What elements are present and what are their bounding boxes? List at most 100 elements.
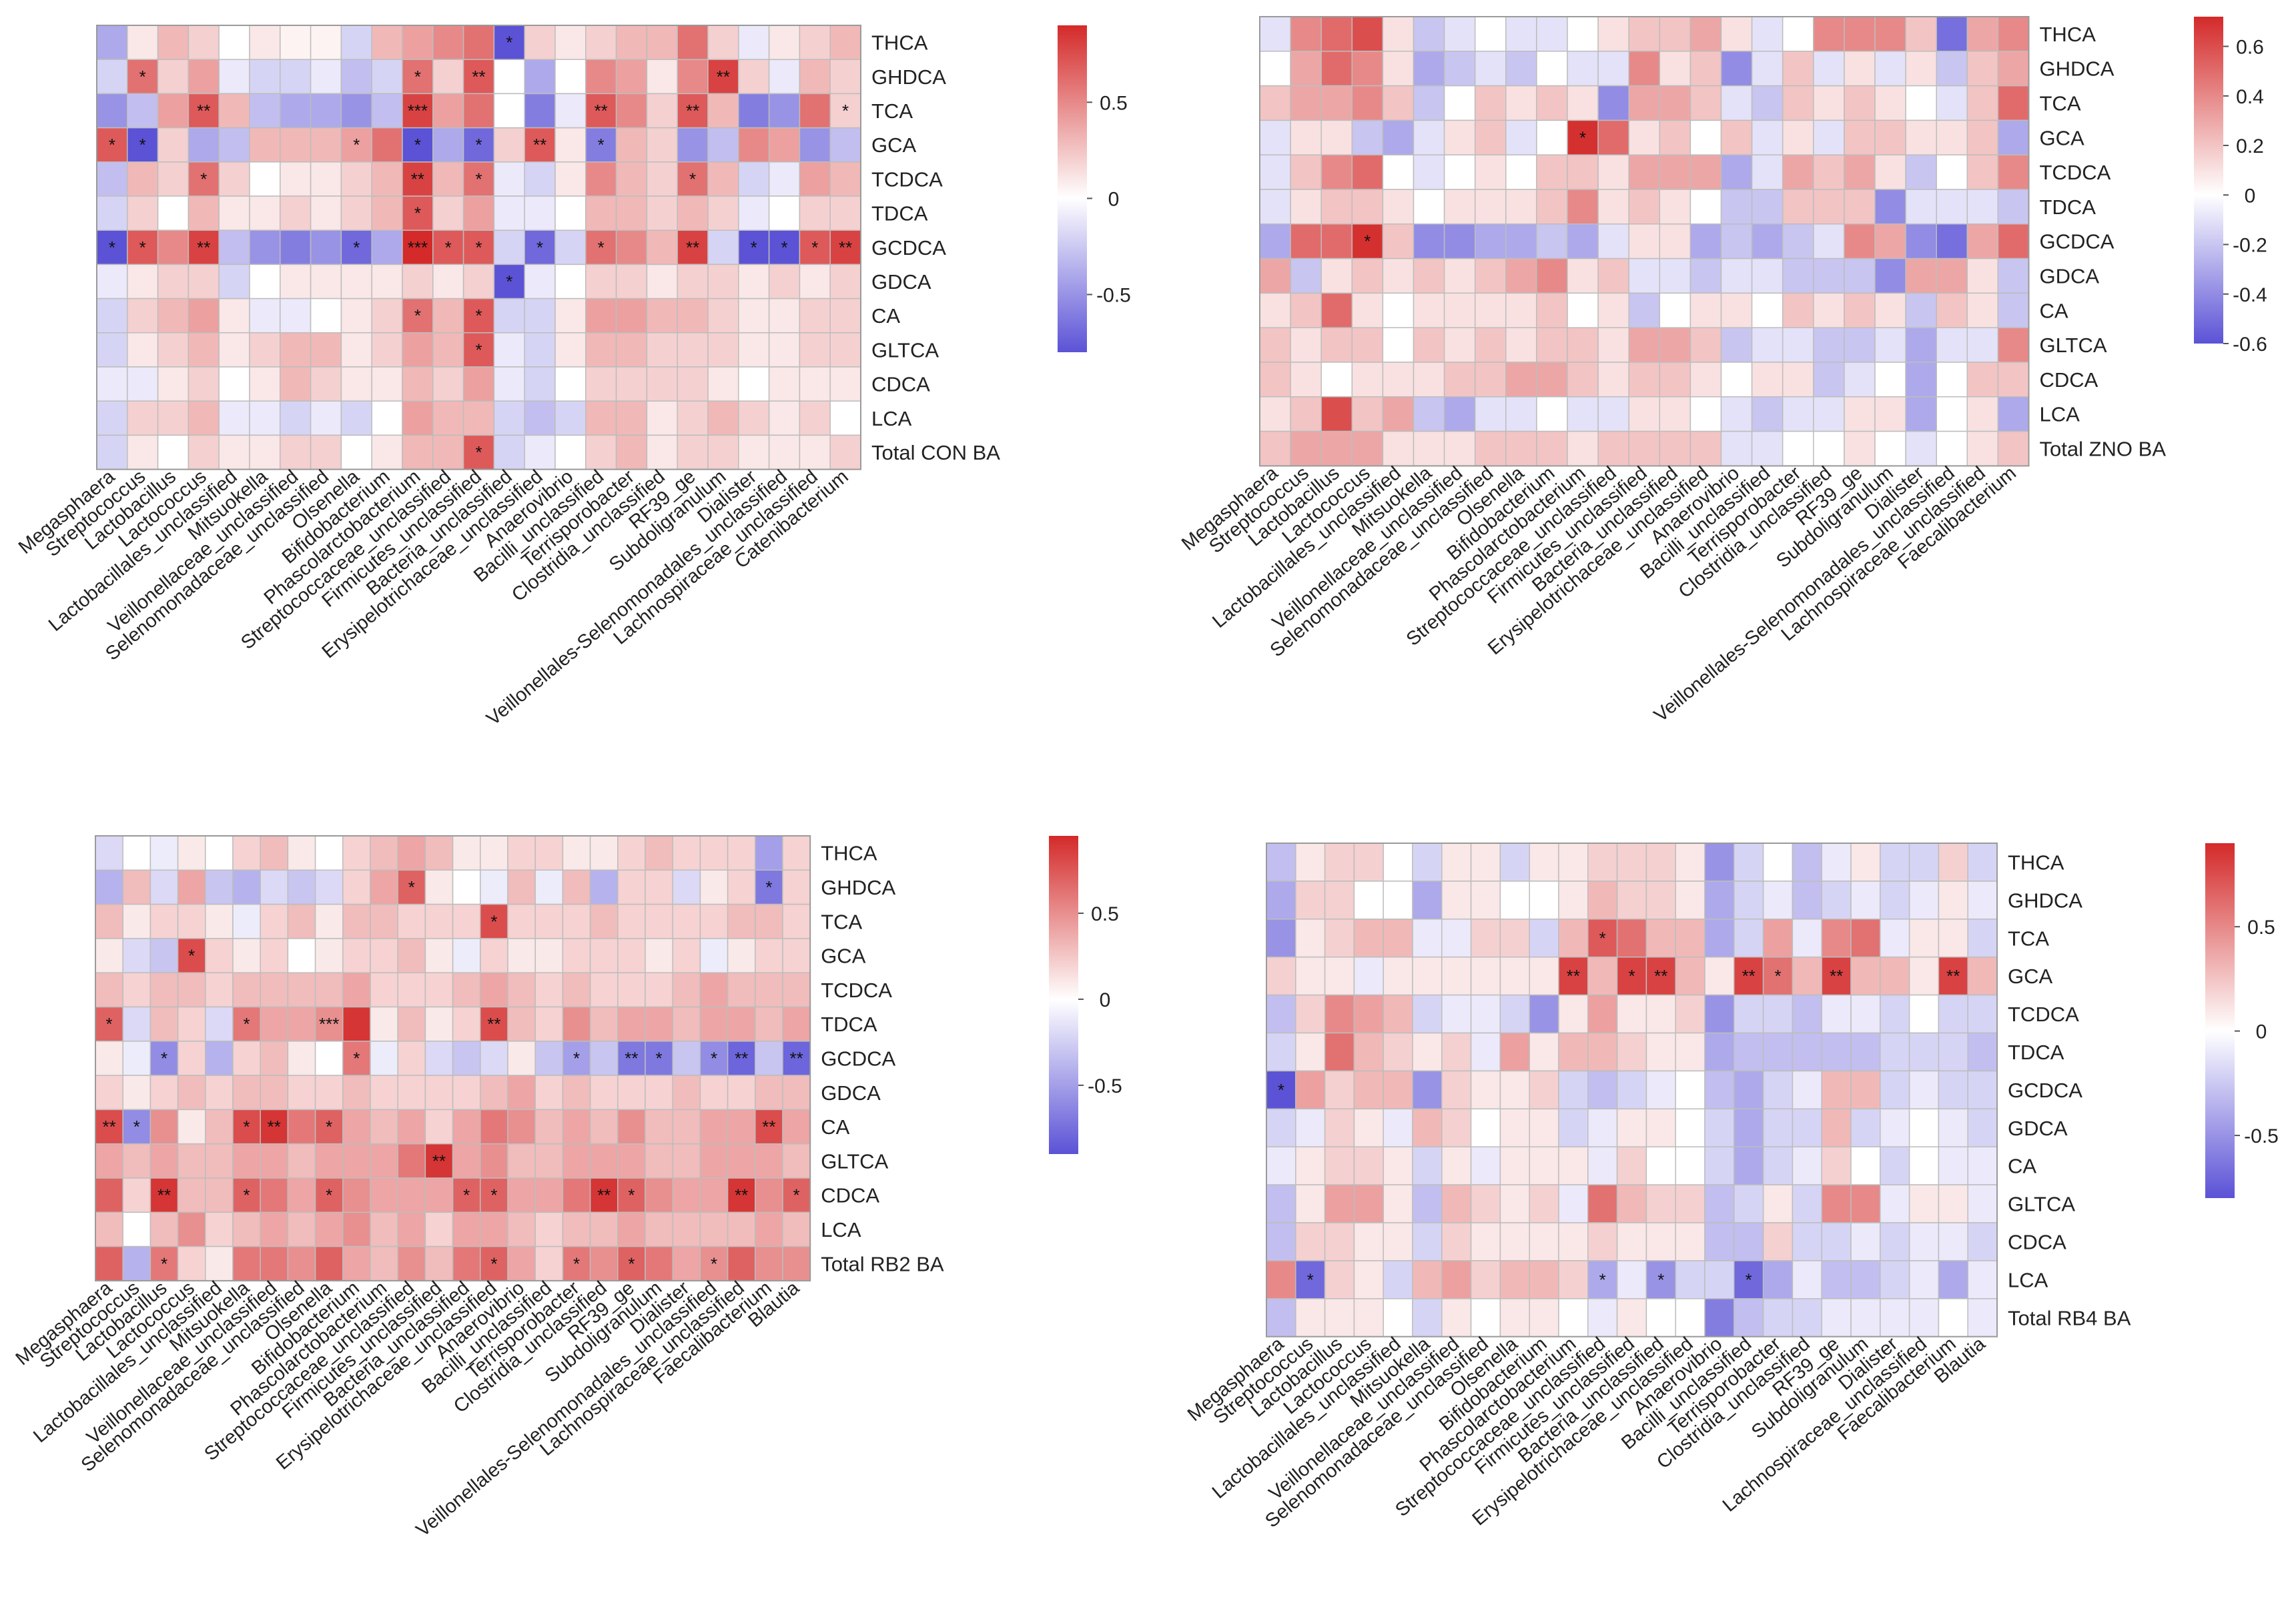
heatmap-cell	[1751, 396, 1784, 432]
heatmap-cell	[1720, 85, 1753, 121]
heatmap-cell	[1412, 1032, 1443, 1072]
heatmap-cell	[1266, 1222, 1296, 1261]
heatmap-cell	[1813, 16, 1845, 52]
heatmap-cell	[699, 972, 729, 1008]
heatmap-cell	[1659, 327, 1691, 363]
row-label: TDCA	[821, 1013, 877, 1036]
heatmap-cell	[1470, 994, 1501, 1034]
heatmap-cell	[1536, 430, 1568, 467]
heatmap-cell	[1689, 257, 1722, 294]
row-label: CDCA	[871, 373, 930, 396]
heatmap-cell	[672, 903, 701, 939]
heatmap-cell	[1782, 292, 1814, 328]
heatmap-cell	[397, 1177, 426, 1213]
heatmap-cell	[1850, 881, 1881, 920]
heatmap-cell	[127, 93, 159, 129]
heatmap-cell	[260, 869, 289, 905]
heatmap-cell	[755, 1177, 783, 1213]
heatmap-cell	[1413, 51, 1445, 87]
significance-mark: *	[490, 1185, 497, 1205]
significance-mark: *	[1628, 966, 1635, 986]
heatmap-cell	[310, 434, 342, 470]
heatmap-cell	[554, 366, 587, 402]
heatmap-cell	[1266, 919, 1296, 958]
heatmap-cell	[1320, 16, 1353, 52]
significance-mark: *	[475, 135, 482, 155]
heatmap-cell	[1412, 1298, 1443, 1338]
heatmap-cell	[1529, 1032, 1559, 1072]
heatmap-cell	[462, 93, 495, 129]
heatmap-cell	[1792, 1184, 1822, 1223]
heatmap-cell	[1874, 292, 1906, 328]
heatmap-cell	[1382, 16, 1415, 52]
heatmap-cell	[1905, 154, 1937, 190]
heatmap-cell	[1782, 327, 1814, 363]
heatmap-cell	[95, 835, 123, 871]
heatmap-cell	[1290, 362, 1322, 398]
colorbar	[1049, 836, 1078, 1154]
heatmap-cell	[1351, 189, 1384, 225]
heatmap-cell	[1905, 362, 1937, 398]
heatmap-cell	[1762, 1260, 1794, 1299]
heatmap-cell	[554, 25, 587, 60]
heatmap-cell	[249, 298, 281, 334]
heatmap-cell	[1320, 362, 1353, 398]
heatmap-cell	[205, 938, 234, 973]
heatmap-cell	[1813, 292, 1845, 328]
heatmap-cell	[1850, 1146, 1881, 1185]
significance-mark: *	[506, 33, 512, 53]
heatmap-cell	[677, 195, 709, 231]
heatmap-cell	[1290, 189, 1322, 225]
heatmap-cell	[397, 1006, 426, 1042]
heatmap-cell	[585, 195, 617, 231]
heatmap-cell	[1675, 1260, 1705, 1299]
heatmap-cell	[1567, 430, 1599, 467]
heatmap-cell	[1567, 85, 1599, 121]
heatmap-cell	[1782, 362, 1814, 398]
heatmap-cell	[554, 59, 587, 95]
heatmap-cell	[1874, 154, 1906, 190]
heatmap-cell	[1734, 1298, 1764, 1338]
heatmap-cell	[755, 869, 783, 905]
heatmap-cell	[1675, 881, 1705, 920]
heatmap-cell	[1938, 843, 1968, 882]
heatmap-cell	[370, 1177, 398, 1213]
heatmap-cell	[1997, 327, 2030, 363]
significance-mark: *	[689, 169, 696, 189]
heatmap-cell	[1675, 1032, 1705, 1072]
heatmap-cell	[646, 59, 678, 95]
heatmap-cell	[1558, 1298, 1589, 1338]
heatmap-cell	[1382, 292, 1415, 328]
heatmap-cell	[1324, 956, 1355, 996]
heatmap-cell	[1936, 154, 1968, 190]
heatmap-cell	[615, 366, 648, 402]
heatmap-cell	[1597, 327, 1629, 363]
heatmap-cell	[493, 332, 525, 368]
heatmap-cell	[1290, 223, 1322, 259]
heatmap-cell	[1383, 919, 1413, 958]
heatmap-cell	[1320, 189, 1353, 225]
significance-mark: **	[625, 1049, 638, 1069]
heatmap-cell	[1266, 1184, 1296, 1223]
heatmap-cell	[96, 93, 128, 129]
heatmap-cell	[187, 93, 220, 129]
heatmap-cell	[1689, 189, 1722, 225]
heatmap-cell	[768, 298, 801, 334]
heatmap-cell	[1499, 1260, 1530, 1299]
heatmap-cell	[1905, 396, 1937, 432]
heatmap-cell	[1880, 956, 1910, 996]
heatmap-cell	[1792, 994, 1822, 1034]
heatmap-cell	[507, 972, 536, 1008]
heatmap-cell	[424, 1041, 454, 1076]
heatmap-cell	[1645, 843, 1676, 882]
heatmap-cell	[1597, 119, 1629, 155]
heatmap-cell	[340, 161, 372, 197]
heatmap-cell	[585, 332, 617, 368]
heatmap-cell	[1324, 1070, 1355, 1110]
heatmap-cell	[1441, 1146, 1472, 1185]
heatmap-cell	[1529, 919, 1559, 958]
heatmap-cell	[402, 400, 434, 436]
heatmap-cell	[452, 1109, 481, 1145]
heatmap-cell	[1720, 51, 1753, 87]
heatmap-cell	[1905, 16, 1937, 52]
